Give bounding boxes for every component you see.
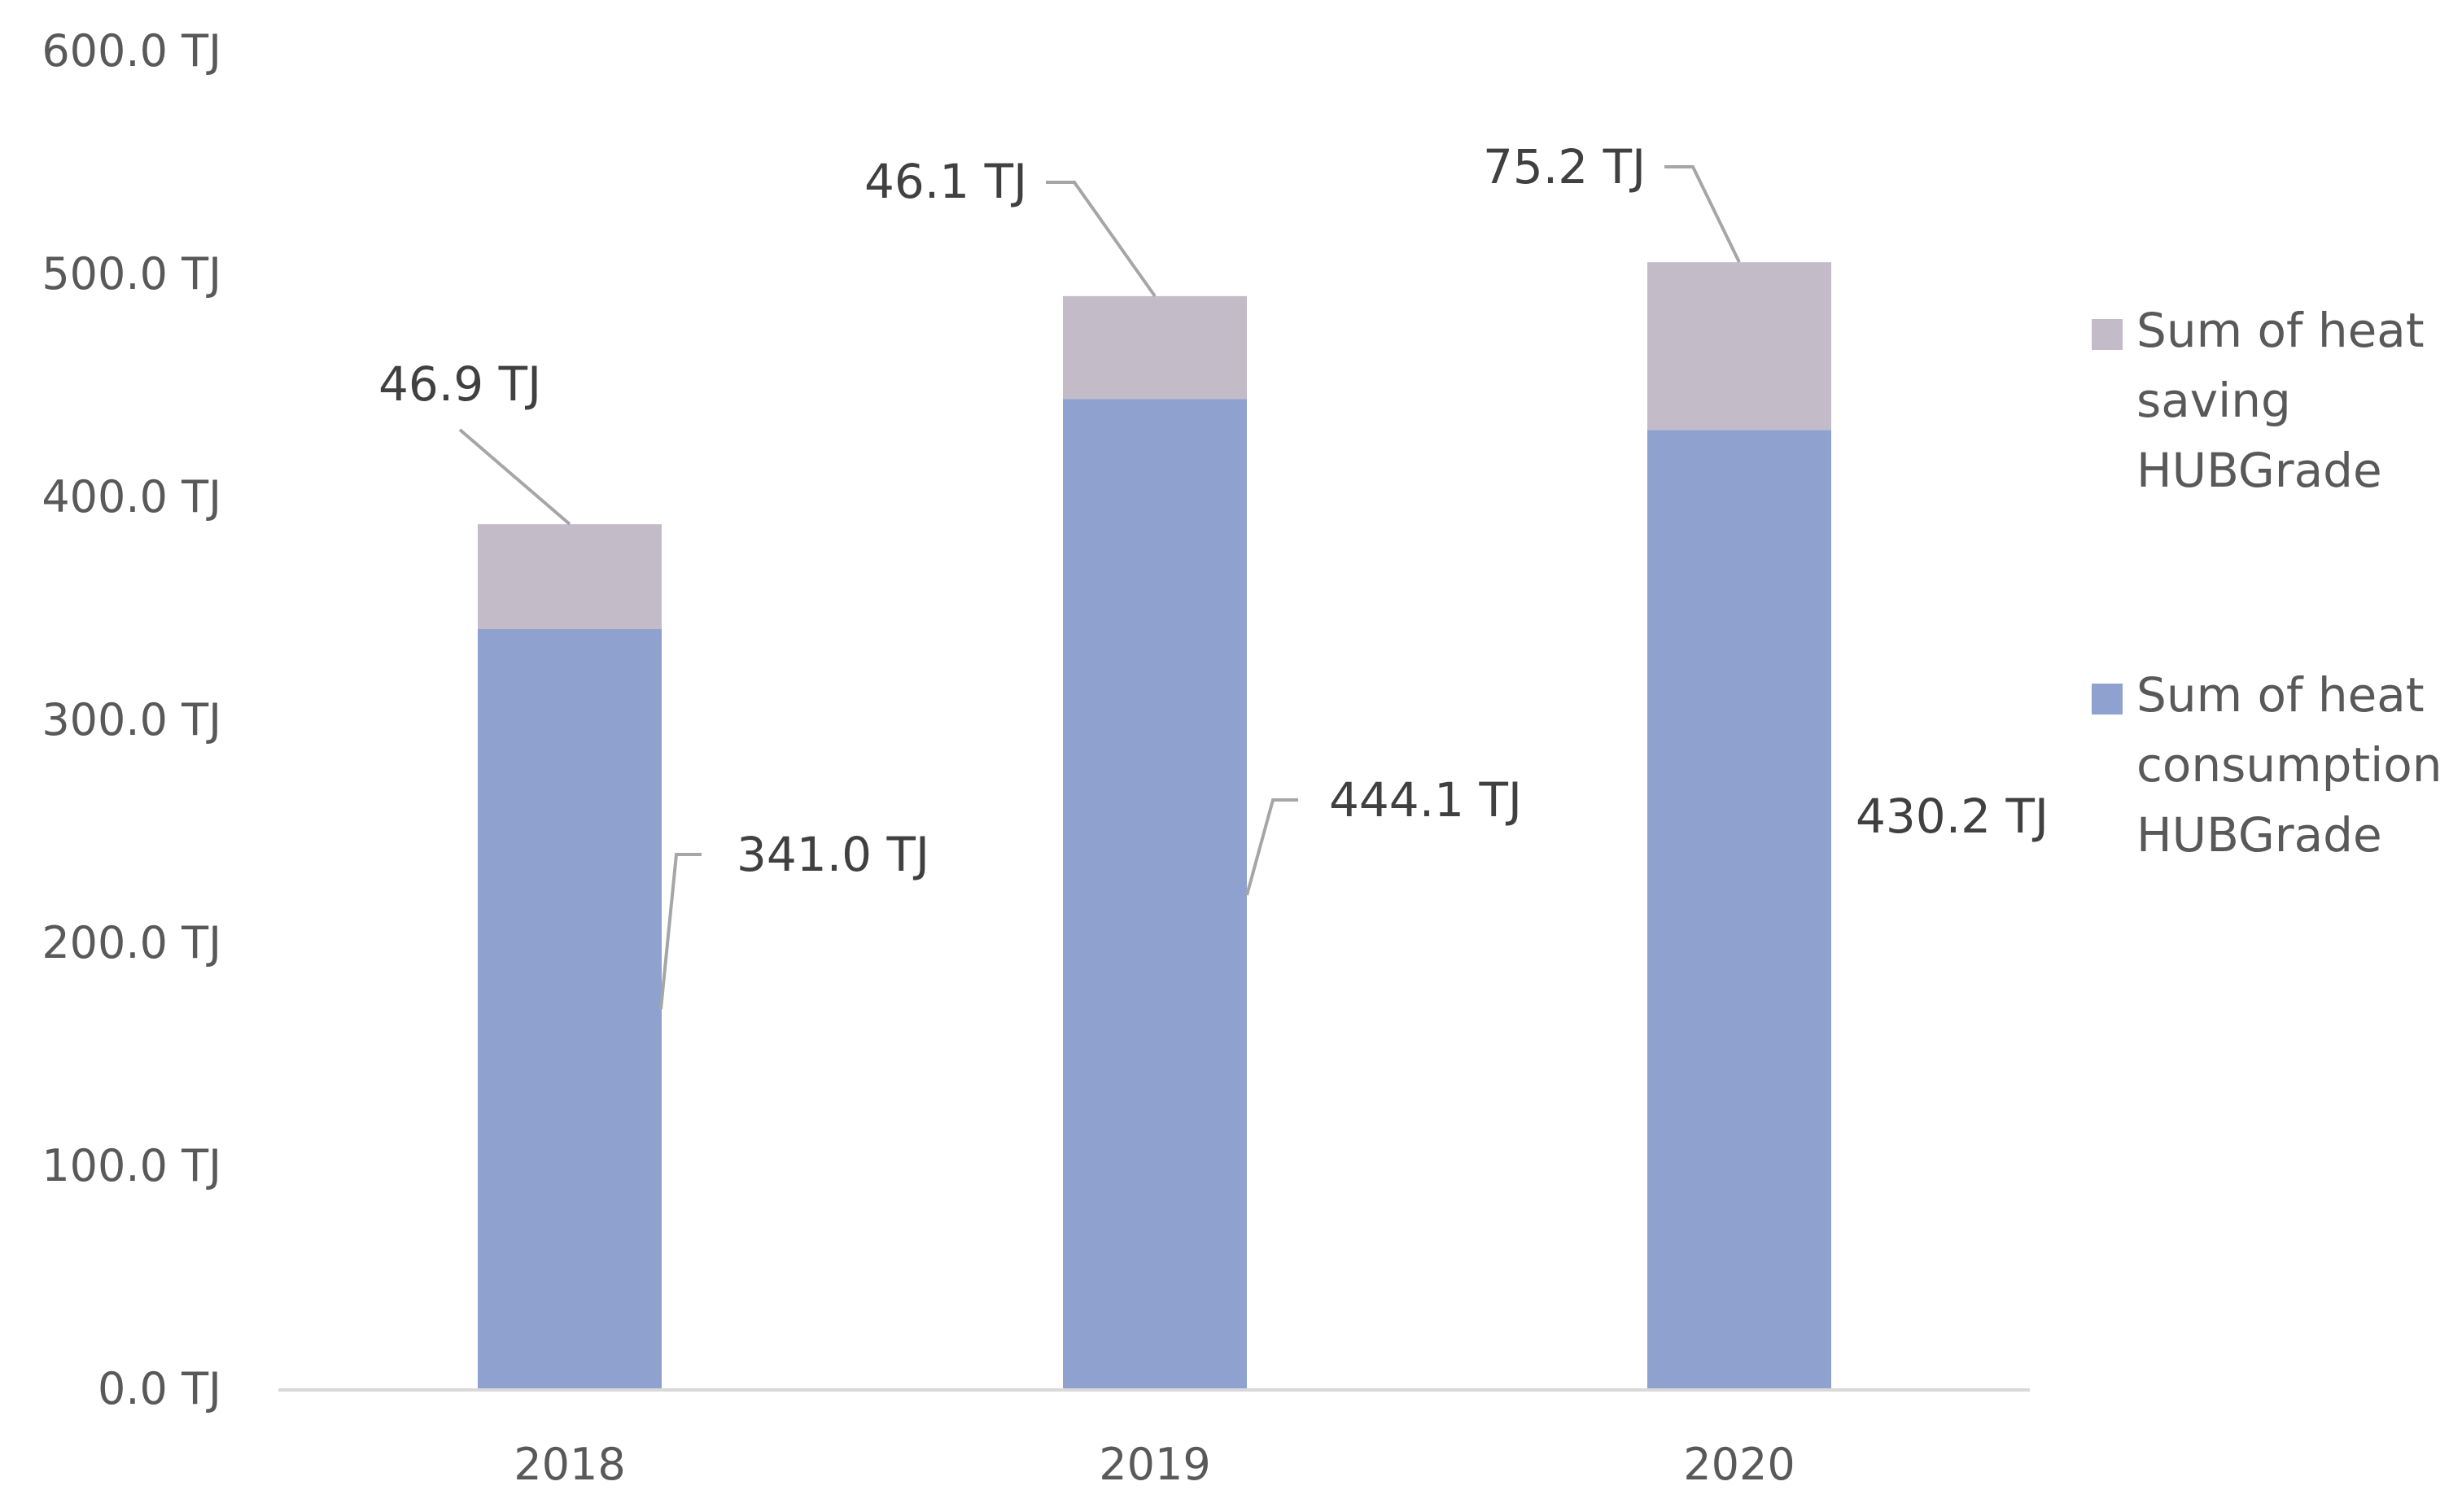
legend-label-saving: saving xyxy=(2136,373,2291,428)
leader-line-consumption-2019 xyxy=(1245,798,1298,896)
label-leader-lines xyxy=(458,165,1741,1010)
y-axis: 0.0 TJ 100.0 TJ 200.0 TJ 300.0 TJ 400.0 TJ 50… xyxy=(42,25,221,1414)
y-tick-label: 400.0 TJ xyxy=(42,471,221,522)
y-tick-label: 0.0 TJ xyxy=(98,1363,221,1414)
y-tick-label: 100.0 TJ xyxy=(42,1140,221,1191)
legend-label-consumption: consumption xyxy=(2136,737,2442,793)
legend-label-saving: HUBGrade xyxy=(2136,443,2382,498)
y-tick-label: 300.0 TJ xyxy=(42,694,221,745)
y-tick-label: 500.0 TJ xyxy=(42,248,221,299)
data-label-consumption-2019: 444.1 TJ xyxy=(1329,772,1522,828)
bar-segment-saving-2018 xyxy=(478,524,662,629)
y-tick-label: 200.0 TJ xyxy=(42,917,221,968)
leader-line-saving-2020 xyxy=(1664,165,1741,264)
data-label-saving-2018: 46.9 TJ xyxy=(378,356,541,412)
legend: Sum of heat saving HUBGrade Sum of heat cons… xyxy=(2092,303,2442,863)
leader-line-saving-2018 xyxy=(458,428,571,526)
y-tick-label: 600.0 TJ xyxy=(42,25,221,76)
data-label-consumption-2020: 430.2 TJ xyxy=(1856,789,2049,844)
legend-swatch-consumption xyxy=(2092,684,2123,714)
leader-line-consumption-2018 xyxy=(659,853,702,1010)
x-axis: 2018 2019 2020 xyxy=(278,1388,2030,1490)
legend-label-consumption: Sum of heat xyxy=(2136,667,2425,723)
bar-segment-saving-2019 xyxy=(1063,295,1247,400)
data-labels: 341.0 TJ 444.1 TJ 430.2 TJ 46.9 TJ 46.1 TJ 75… xyxy=(378,139,2049,882)
x-tick-label: 2018 xyxy=(514,1439,625,1490)
bar-segment-consumption-2020 xyxy=(1647,430,1831,1390)
legend-swatch-saving xyxy=(2092,319,2123,350)
data-label-consumption-2018: 341.0 TJ xyxy=(737,827,929,882)
data-label-saving-2019: 46.1 TJ xyxy=(864,154,1027,209)
bar-segment-consumption-2019 xyxy=(1063,399,1247,1389)
legend-label-consumption: HUBGrade xyxy=(2136,807,2382,863)
data-label-saving-2020: 75.2 TJ xyxy=(1483,139,1646,194)
bars xyxy=(478,262,1831,1390)
bar-segment-saving-2020 xyxy=(1647,262,1831,430)
legend-label-saving: Sum of heat xyxy=(2136,303,2425,358)
leader-line-saving-2019 xyxy=(1046,181,1157,298)
x-tick-label: 2019 xyxy=(1099,1439,1210,1490)
x-tick-label: 2020 xyxy=(1683,1439,1795,1490)
bar-segment-consumption-2018 xyxy=(478,628,662,1389)
